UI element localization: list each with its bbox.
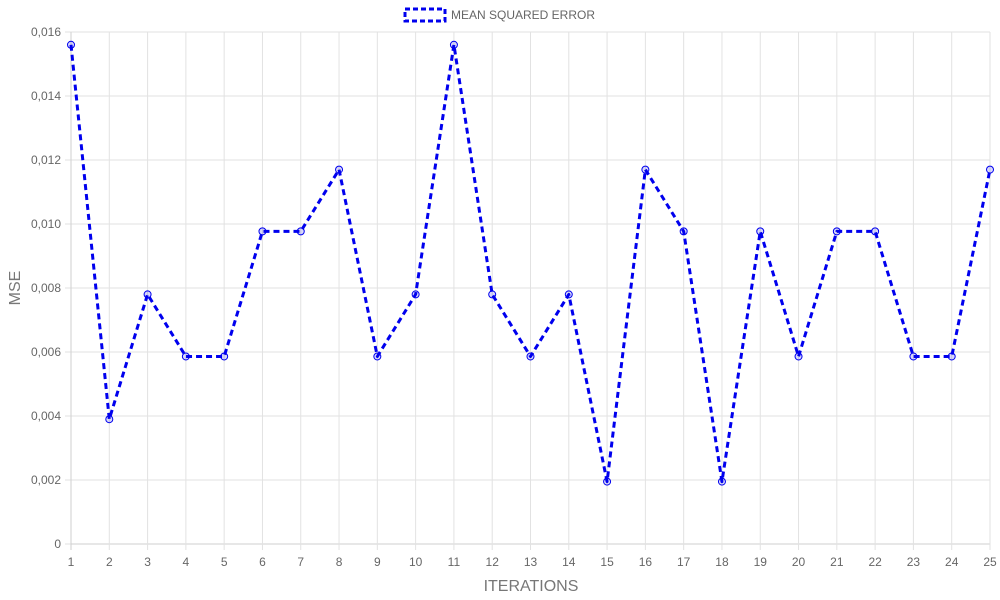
data-point[interactable]: [526, 352, 535, 361]
x-tick-label: 10: [409, 555, 423, 569]
x-tick-label: 22: [868, 555, 882, 569]
data-point[interactable]: [832, 227, 841, 236]
data-point[interactable]: [679, 227, 688, 236]
x-tick-label: 9: [374, 555, 381, 569]
x-tick-label: 3: [144, 555, 151, 569]
series-mean-squared-error: [67, 40, 994, 486]
data-point[interactable]: [756, 227, 765, 236]
y-tick-label: 0,012: [31, 153, 61, 167]
x-tick-label: 16: [639, 555, 653, 569]
legend[interactable]: MEAN SQUARED ERROR: [403, 7, 595, 23]
data-point[interactable]: [871, 227, 880, 236]
x-tick-label: 8: [336, 555, 343, 569]
x-tick-label: 25: [983, 555, 997, 569]
x-tick-label: 24: [945, 555, 959, 569]
legend-swatch-mean-squared-error: [403, 7, 447, 23]
y-tick-label: 0,004: [31, 409, 61, 423]
data-point[interactable]: [986, 165, 994, 174]
y-tick-label: 0,002: [31, 473, 61, 487]
data-point[interactable]: [947, 352, 956, 361]
data-point[interactable]: [641, 165, 650, 174]
y-tick-label: 0: [54, 537, 61, 551]
series-line: [69, 43, 992, 484]
data-point[interactable]: [181, 352, 190, 361]
data-point[interactable]: [258, 227, 267, 236]
x-tick-label: 14: [562, 555, 576, 569]
x-tick-label: 1: [68, 555, 75, 569]
data-point[interactable]: [909, 352, 918, 361]
x-axis-tick-labels: 1 2 3 4 5 6 7 8 9 10 11 12 13 14 15 16 17 18 19 20 21 22 23 24 2…: [68, 555, 997, 569]
data-point[interactable]: [411, 290, 420, 299]
x-tick-label: 5: [221, 555, 228, 569]
data-point[interactable]: [449, 40, 458, 49]
x-tick-label: 12: [486, 555, 500, 569]
data-point[interactable]: [564, 290, 573, 299]
x-tick-label: 17: [677, 555, 691, 569]
x-tick-label: 11: [448, 555, 461, 569]
y-tick-label: 0,008: [31, 281, 61, 295]
legend-label-mean-squared-error: MEAN SQUARED ERROR: [451, 8, 595, 22]
x-tick-label: 18: [715, 555, 729, 569]
x-tick-label: 6: [259, 555, 266, 569]
y-tick-label: 0,016: [31, 25, 61, 39]
data-point[interactable]: [335, 165, 344, 174]
grid: [65, 31, 991, 550]
x-axis-title: ITERATIONS: [484, 578, 579, 595]
data-point[interactable]: [603, 477, 612, 486]
data-point[interactable]: [67, 40, 75, 49]
y-axis-title: MSE: [7, 271, 24, 306]
data-point[interactable]: [105, 415, 114, 424]
x-tick-label: 20: [792, 555, 806, 569]
data-point[interactable]: [373, 352, 382, 361]
x-tick-label: 13: [524, 555, 538, 569]
x-tick-label: 21: [830, 555, 844, 569]
y-tick-label: 0,010: [31, 217, 61, 231]
data-point[interactable]: [296, 227, 305, 236]
y-axis-tick-labels: 0 0,002 0,004 0,006 0,008 0,010 0,012 0,014 0,01…: [31, 25, 61, 551]
data-point[interactable]: [220, 352, 229, 361]
x-tick-label: 23: [907, 555, 921, 569]
y-tick-label: 0,006: [31, 345, 61, 359]
x-tick-label: 19: [754, 555, 768, 569]
y-tick-label: 0,014: [31, 89, 61, 103]
data-point[interactable]: [794, 352, 803, 361]
x-tick-label: 7: [297, 555, 304, 569]
x-tick-label: 2: [106, 555, 113, 569]
data-point[interactable]: [717, 477, 726, 486]
data-point[interactable]: [488, 290, 497, 299]
data-point[interactable]: [143, 290, 152, 299]
x-tick-label: 15: [600, 555, 614, 569]
x-tick-label: 4: [183, 555, 190, 569]
